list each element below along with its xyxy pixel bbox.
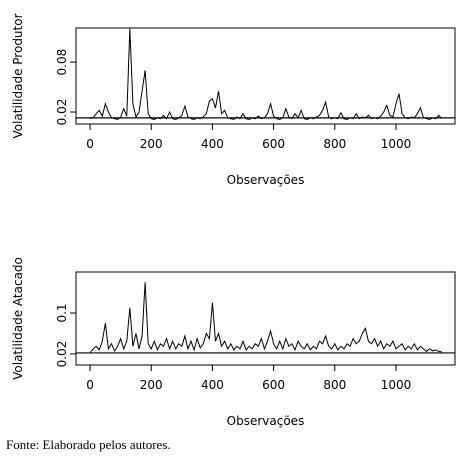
x-tick-label: 600: [262, 378, 285, 392]
x-tick-label: 800: [323, 378, 346, 392]
caption: Fonte: Elaborado pelos autores.: [6, 437, 171, 452]
x-tick-label: 200: [140, 378, 163, 392]
x-axis-label: Observações: [227, 414, 305, 428]
x-tick-label: 400: [201, 378, 224, 392]
x-tick-label: 800: [323, 137, 346, 151]
x-tick-label: 0: [86, 378, 94, 392]
y-tick-label: 0.02: [55, 341, 69, 368]
y-axis-label: Volatilidade Atacado: [11, 257, 25, 380]
x-tick-label: 400: [201, 137, 224, 151]
series-line: [89, 28, 443, 121]
x-tick-label: 600: [262, 137, 285, 151]
y-tick-label: 0.1: [55, 303, 69, 322]
x-tick-label: 200: [140, 137, 163, 151]
x-tick-label: 1000: [381, 378, 412, 392]
plot-frame: [75, 27, 456, 125]
x-tick-label: 0: [86, 137, 94, 151]
x-tick-label: 1000: [381, 137, 412, 151]
y-tick-label: 0.08: [55, 49, 69, 76]
x-axis-label: Observações: [227, 173, 305, 187]
series-line: [89, 282, 442, 354]
plot-frame: [75, 271, 456, 366]
y-tick-label: 0.02: [55, 99, 69, 126]
y-axis-label: Volatilidade Produtor: [11, 13, 25, 138]
